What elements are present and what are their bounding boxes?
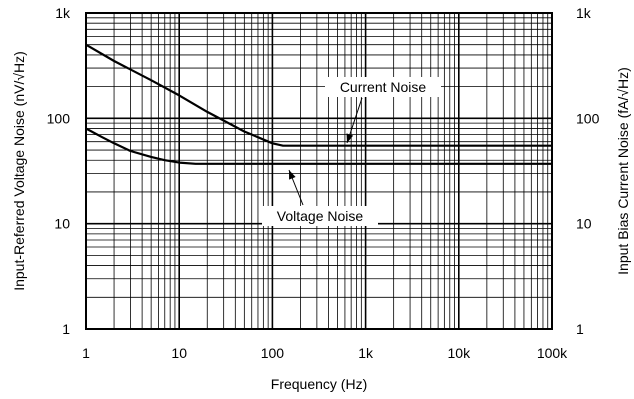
tick-labels: 1 10 100 1k 10k 100k 1 10 100 1k 1 10 100 1k (47, 5, 600, 361)
x-tick-label: 1k (358, 345, 374, 361)
y-tick-label-right: 100 (576, 110, 600, 126)
current-noise-label-box (325, 77, 441, 97)
x-tick-label: 10k (448, 345, 472, 361)
plot-frame (85, 12, 553, 330)
y-axis-title-left: Input-Referred Voltage Noise (nV/√Hz) (11, 51, 27, 291)
voltage-noise-line (85, 127, 552, 165)
current-noise-line (85, 43, 552, 147)
annotations: Current Noise Voltage Noise (262, 77, 441, 226)
x-tick-label: 10 (171, 345, 187, 361)
voltage-noise-label-box (262, 206, 378, 226)
x-axis-title: Frequency (Hz) (271, 376, 367, 392)
y-tick-label-left: 1 (62, 321, 70, 337)
x-tick-label: 100k (537, 345, 568, 361)
y-tick-label-right: 1k (576, 5, 592, 21)
voltage-noise-label: Voltage Noise (277, 208, 364, 224)
y-axis-title-right: Input Bias Current Noise (fA/√Hz) (615, 67, 631, 275)
y-tick-label-left: 10 (54, 216, 70, 232)
series-lines (85, 43, 552, 165)
x-tick-label: 1 (82, 345, 90, 361)
grid (86, 13, 552, 329)
current-noise-label: Current Noise (340, 79, 427, 95)
y-tick-label-left: 1k (55, 5, 71, 21)
current-noise-arrowhead (346, 133, 354, 143)
x-tick-label: 100 (261, 345, 285, 361)
voltage-noise-arrowhead (289, 170, 296, 180)
y-tick-label-right: 10 (576, 216, 592, 232)
y-tick-label-left: 100 (47, 110, 71, 126)
y-tick-label-right: 1 (576, 321, 584, 337)
